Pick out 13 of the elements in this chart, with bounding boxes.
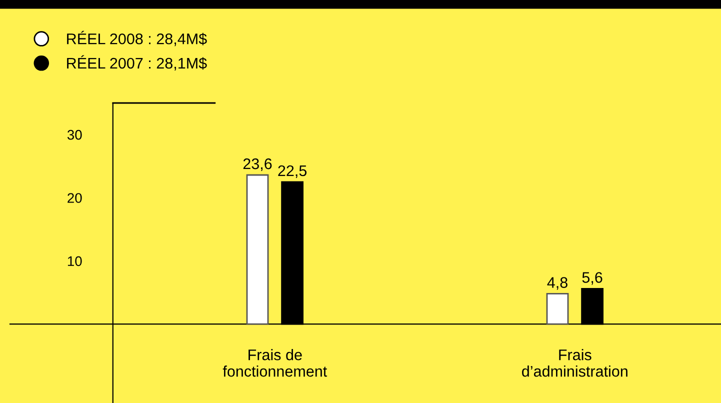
y-tick-label: 30 (67, 130, 82, 140)
bar (246, 174, 269, 325)
legend-label: RÉEL 2008 : 28,4M$ (67, 30, 207, 46)
y-tick-label: 20 (68, 193, 82, 203)
x-tick-label: Frais d’administration (522, 349, 628, 377)
x-tick-label: Frais de fonctionnement (222, 349, 328, 377)
bar (546, 293, 569, 325)
data-label: 5,6 (582, 272, 602, 285)
data-label: 4,8 (547, 277, 568, 290)
data-label: 23,6 (243, 158, 272, 172)
data-label: 22,5 (278, 165, 307, 178)
legend-label: RÉEL 2007 : 28,1M$ (67, 55, 207, 70)
y-tick-label: 10 (68, 256, 82, 266)
